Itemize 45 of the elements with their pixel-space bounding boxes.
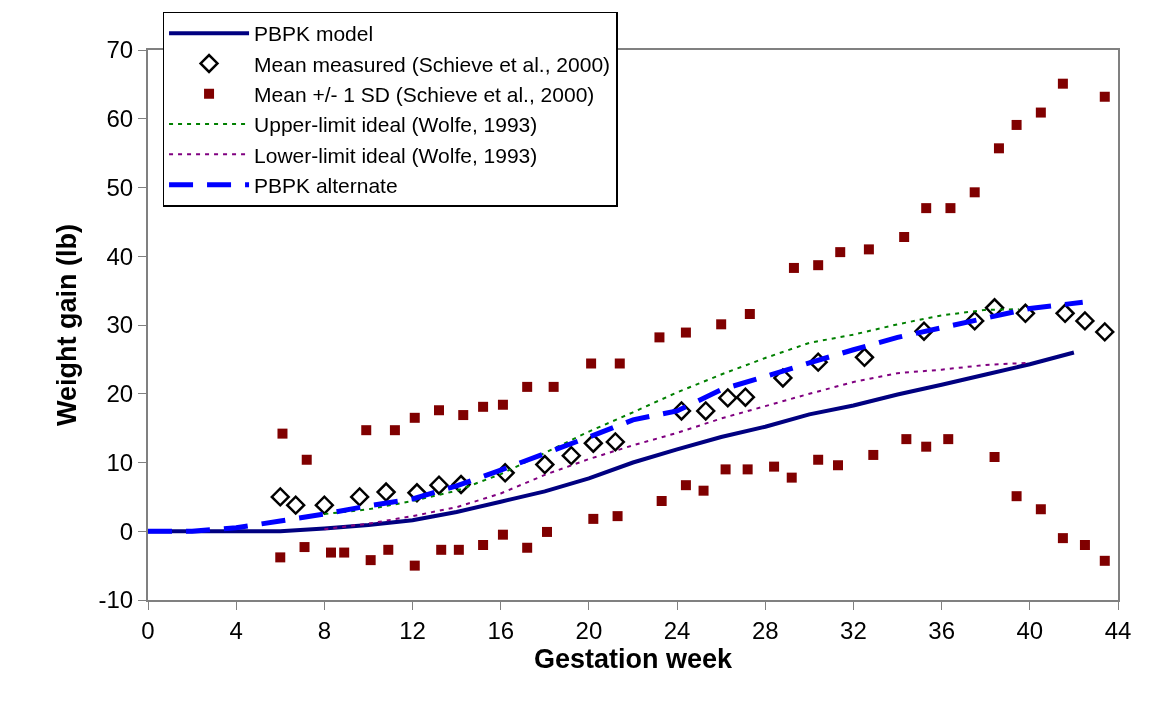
x-tick-label: 0	[141, 616, 155, 644]
y-tick-label: 20	[106, 380, 134, 408]
point	[605, 432, 626, 452]
point	[718, 388, 738, 408]
point	[1095, 322, 1115, 342]
y-tick-label: 40	[106, 242, 134, 270]
point	[349, 487, 370, 507]
x-tick-label: 12	[399, 616, 426, 644]
x-axis-title: Gestation week	[533, 643, 734, 674]
y-tick-label: 10	[106, 448, 134, 476]
y-tick-label: 30	[106, 311, 134, 339]
x-tick-label: 32	[840, 616, 867, 644]
x-tick-label: 16	[487, 616, 515, 644]
y-tick-label: 60	[106, 105, 134, 133]
y-axis-title: Weight gain (lb)	[52, 224, 83, 426]
x-tick-label: 36	[928, 616, 955, 644]
legend-label: Mean measured (Schieve et al., 2000)	[254, 52, 611, 76]
x-tick-label: 4	[229, 616, 243, 644]
point	[429, 475, 449, 495]
legend-label: PBPK alternate	[254, 173, 398, 197]
point	[270, 487, 290, 507]
legend-label: PBPK model	[254, 22, 374, 46]
x-tick-label: 28	[751, 616, 779, 644]
point	[735, 387, 756, 407]
point	[696, 401, 716, 421]
point	[376, 482, 396, 502]
y-tick-label: 70	[106, 36, 134, 64]
y-tick-label: 50	[106, 173, 134, 201]
point	[1055, 303, 1075, 324]
x-tick-label: 20	[575, 616, 603, 644]
point	[561, 445, 581, 466]
point	[854, 347, 875, 368]
point	[535, 454, 555, 475]
point	[1075, 311, 1095, 331]
y-tick-label: -10	[98, 586, 134, 614]
y-tick-label: 0	[119, 517, 134, 545]
legend-label: Lower-limit ideal (Wolfe, 1993)	[254, 143, 538, 167]
legend-label: Upper-limit ideal (Wolfe, 1993)	[254, 113, 538, 137]
legend-label: Mean +/- 1 SD (Schieve et al., 2000)	[254, 82, 595, 106]
point	[286, 495, 306, 515]
x-tick-label: 40	[1016, 616, 1044, 644]
x-tick-label: 24	[663, 616, 691, 644]
x-tick-label: 8	[317, 616, 332, 644]
x-tick-label: 44	[1104, 616, 1132, 644]
point	[314, 495, 335, 515]
